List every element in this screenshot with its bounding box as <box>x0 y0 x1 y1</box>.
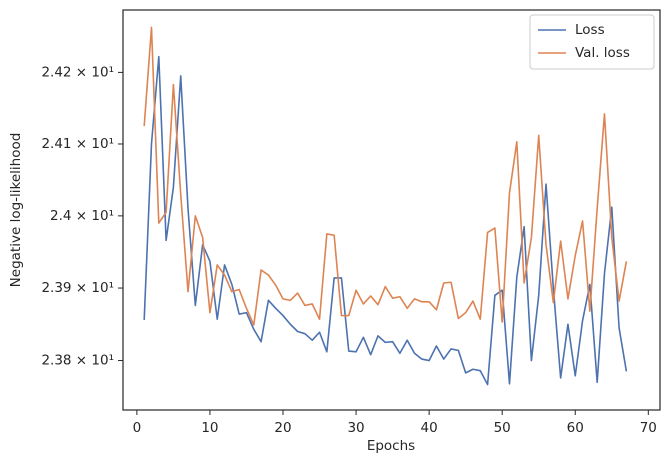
x-tick-label: 0 <box>133 420 142 436</box>
line <box>143 26 628 326</box>
x-axis-label: Epochs <box>367 438 415 454</box>
y-axis-label: Negative log-likelihood <box>8 133 24 288</box>
y-tick-label: 2.41 × 10¹ <box>41 136 114 152</box>
line <box>143 55 628 386</box>
x-tick-label: 60 <box>567 420 584 436</box>
y-tick-label: 2.4 × 10¹ <box>50 208 114 224</box>
y-tick-label: 2.38 × 10¹ <box>41 353 114 369</box>
legend-label: Val. loss <box>575 45 630 61</box>
legend-label: Loss <box>575 22 605 38</box>
axes-frame <box>122 9 661 411</box>
x-tick-label: 30 <box>347 420 364 436</box>
x-tick-label: 70 <box>640 420 657 436</box>
x-tick-label: 20 <box>274 420 291 436</box>
x-tick-label: 10 <box>201 420 218 436</box>
y-tick-label: 2.42 × 10¹ <box>41 64 114 80</box>
y-tick-label: 2.39 × 10¹ <box>41 280 114 296</box>
x-tick-label: 50 <box>494 420 511 436</box>
x-tick-label: 40 <box>421 420 438 436</box>
legend-box <box>529 14 655 70</box>
